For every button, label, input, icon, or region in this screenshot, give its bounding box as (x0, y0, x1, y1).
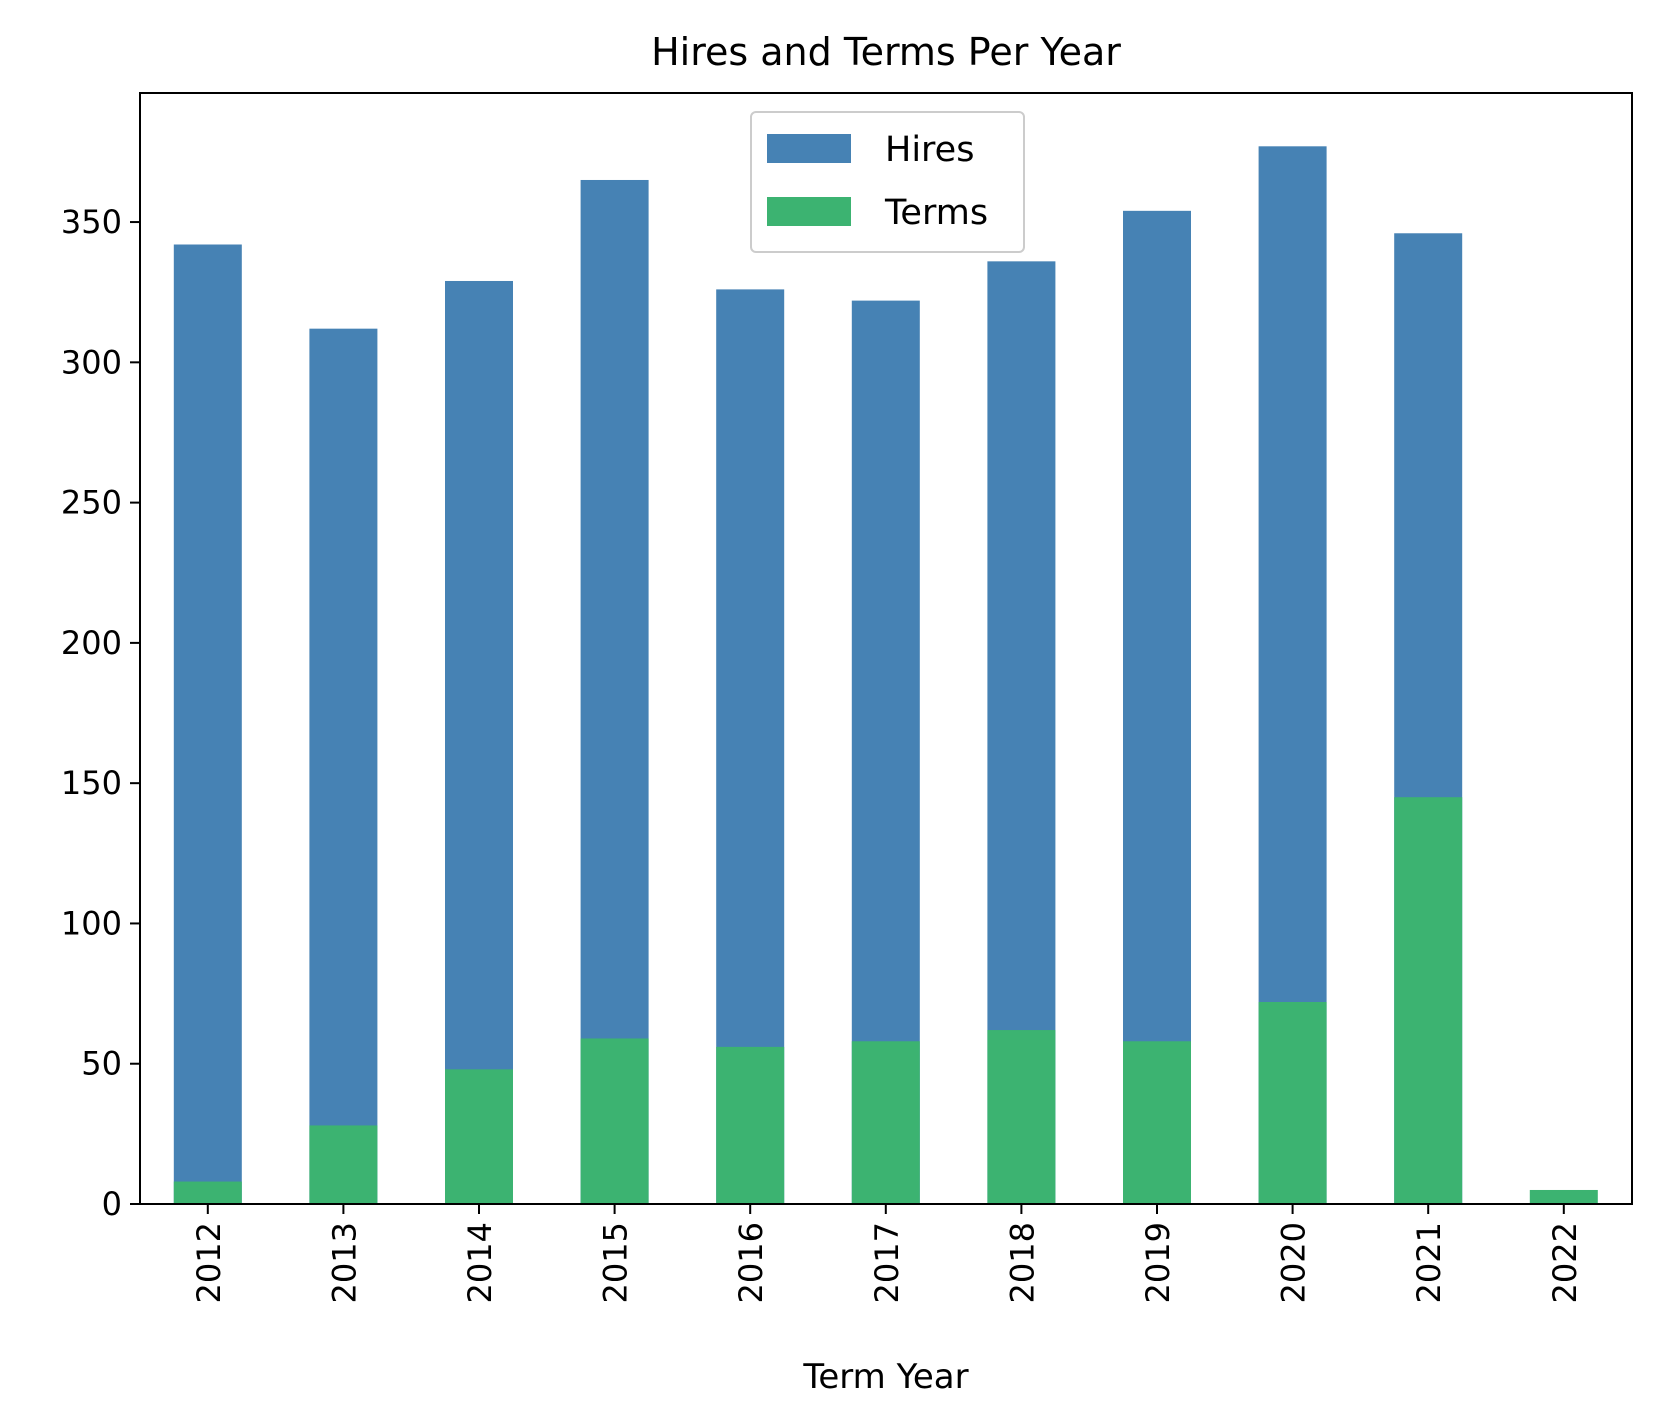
bar-terms-2020 (1258, 1002, 1327, 1204)
y-tick-label-150: 150 (61, 764, 122, 802)
x-tick-label-2013: 2013 (325, 1222, 363, 1303)
bar-terms-2021 (1394, 797, 1463, 1204)
y-axis: 0 50 100 150 200 250 300 350 (61, 203, 140, 1223)
plot-frame (139, 92, 1633, 1205)
bar-hires-2013 (309, 328, 378, 1205)
bar-terms-2015 (580, 1038, 649, 1204)
bar-terms-2012 (173, 1181, 242, 1204)
bar-hires-2019 (1123, 210, 1191, 1205)
legend: Hires Terms (750, 111, 1025, 253)
x-tick-label-2012: 2012 (190, 1222, 228, 1303)
x-axis: 2012 2013 2014 2015 2016 2017 2018 2019 2020 2021… (190, 1204, 1584, 1303)
legend-label-hires: Hires (885, 130, 974, 170)
bar-terms-2018 (987, 1030, 1056, 1204)
bar-hires-2015 (580, 179, 649, 1205)
bar-terms-2014 (445, 1069, 513, 1204)
x-tick-label-2020: 2020 (1275, 1222, 1313, 1303)
bar-hires-2014 (445, 280, 513, 1204)
bar-terms-2022 (1529, 1189, 1598, 1204)
legend-swatch-terms (767, 197, 851, 226)
bar-terms-2013 (309, 1125, 378, 1204)
x-tick-label-2014: 2014 (461, 1222, 499, 1303)
bar-terms-2017 (851, 1041, 920, 1204)
x-axis-label: Term Year (802, 1357, 968, 1397)
x-tick-label-2021: 2021 (1410, 1222, 1448, 1303)
y-tick-label-100: 100 (61, 904, 122, 942)
bar-terms-2019 (1123, 1041, 1191, 1204)
y-tick-label-250: 250 (61, 484, 122, 522)
y-tick-label-200: 200 (61, 624, 122, 662)
x-tick-label-2016: 2016 (732, 1222, 770, 1303)
legend-swatch-hires (767, 134, 851, 163)
bar-hires-2012 (173, 244, 242, 1204)
y-tick-label-350: 350 (61, 203, 122, 241)
chart-title: Hires and Terms Per Year (651, 30, 1121, 74)
bar-terms-2016 (716, 1046, 785, 1204)
x-tick-label-2019: 2019 (1139, 1222, 1177, 1303)
x-tick-label-2018: 2018 (1003, 1222, 1041, 1303)
y-tick-label-0: 0 (102, 1185, 122, 1223)
x-tick-label-2015: 2015 (597, 1222, 635, 1303)
y-tick-label-300: 300 (61, 343, 122, 381)
x-tick-label-2017: 2017 (868, 1222, 906, 1303)
legend-label-terms: Terms (884, 193, 988, 233)
x-tick-label-2022: 2022 (1546, 1222, 1584, 1303)
y-tick-label-50: 50 (81, 1045, 122, 1083)
bars (173, 146, 1598, 1205)
